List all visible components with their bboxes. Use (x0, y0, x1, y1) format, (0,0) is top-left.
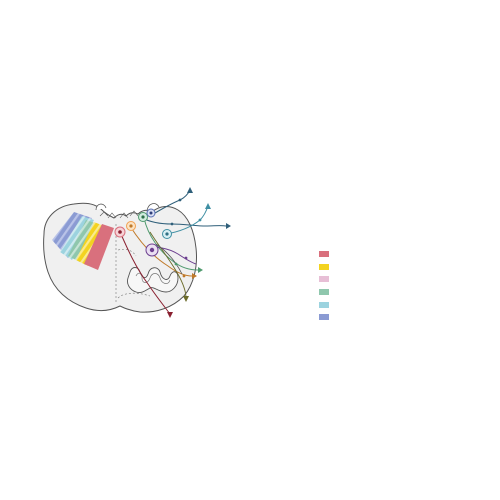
legend-swatch (319, 251, 329, 257)
spinal-cord-outline (44, 203, 197, 312)
legend-item (319, 261, 333, 274)
legend-item (319, 298, 333, 311)
legend-item (319, 286, 333, 299)
neuron-orange (127, 222, 136, 231)
legend-swatch (319, 264, 329, 270)
legend (319, 248, 333, 324)
neuron-purple (146, 244, 158, 256)
legend-item (319, 248, 333, 261)
neuron-blue (147, 209, 155, 217)
legend-swatch (319, 314, 329, 320)
legend-item (319, 273, 333, 286)
neuron-red (115, 227, 125, 237)
neuron-green (139, 213, 148, 222)
neuron-light-blue (163, 230, 172, 239)
legend-swatch (319, 289, 329, 295)
legend-swatch (319, 276, 329, 282)
legend-item (319, 311, 333, 324)
legend-swatch (319, 302, 329, 308)
